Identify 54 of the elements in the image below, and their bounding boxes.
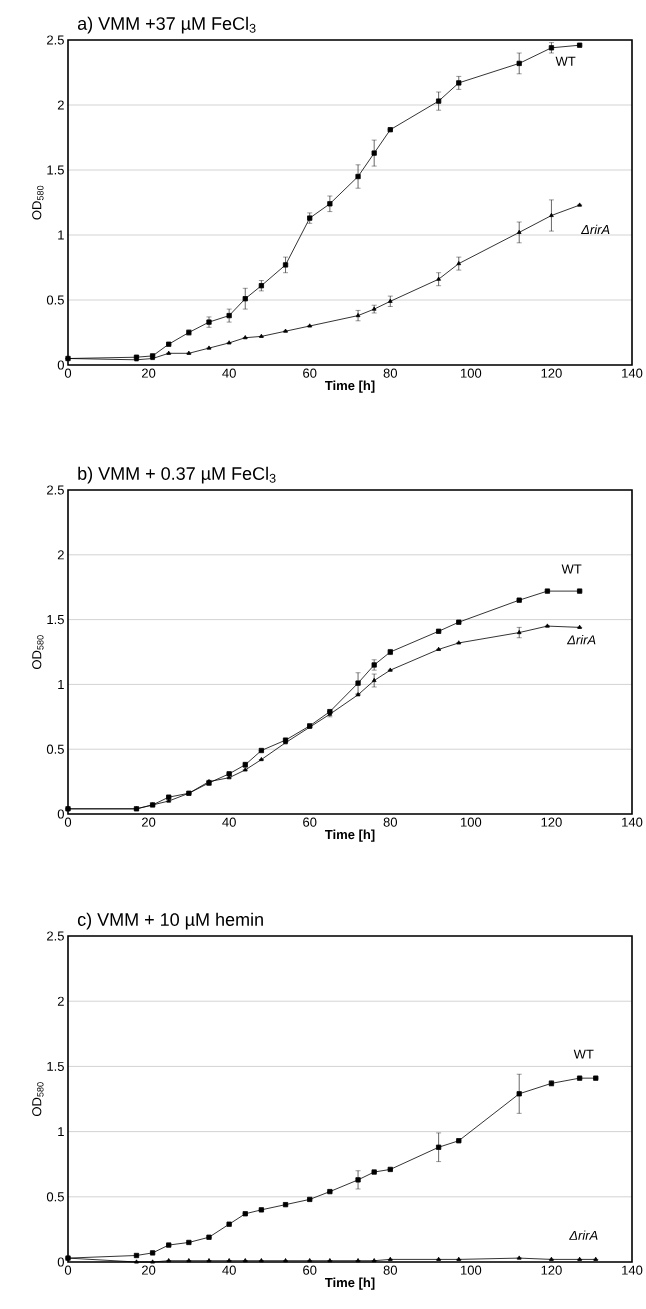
y-tick-label: 2 xyxy=(57,550,64,560)
x-tick-label: 140 xyxy=(622,817,643,827)
x-tick-label: 40 xyxy=(222,817,236,827)
x-tick-label: 40 xyxy=(222,1265,236,1275)
y-tick-label: 1 xyxy=(58,679,64,689)
x-axis-title: Time [h] xyxy=(324,829,375,842)
x-tick-label: 120 xyxy=(541,368,562,378)
y-tick-label: 1.5 xyxy=(47,1061,64,1071)
x-tick-label: 80 xyxy=(383,1265,397,1275)
x-tick-label: 80 xyxy=(383,817,397,827)
x-axis-title: Time [h] xyxy=(324,1277,375,1290)
y-tick-label: 2.5 xyxy=(46,931,64,941)
x-tick-label: 60 xyxy=(303,368,317,378)
y-tick-label: 2.5 xyxy=(46,35,64,45)
y-tick-label: 0 xyxy=(57,1257,64,1267)
x-tick-label: 120 xyxy=(541,1265,562,1275)
x-tick-label: 40 xyxy=(222,368,236,378)
x-tick-label: 120 xyxy=(541,817,562,827)
x-tick-label: 80 xyxy=(383,368,397,378)
x-tick-label: 20 xyxy=(141,1265,156,1275)
y-axis-title: OD$_{580}$ xyxy=(32,185,44,220)
series-label: ΔrirA xyxy=(580,224,610,235)
chart-title: b) VMM + 0.37 µM FeCl$_{3}$ xyxy=(78,466,276,484)
y-tick-label: 0.5 xyxy=(46,1192,64,1202)
y-tick-label: 1.5 xyxy=(47,165,64,175)
chart-title: a) VMM +37 µM FeCl$_{3}$ xyxy=(77,16,256,34)
chart-title: c) VMM + 10 µM hemin xyxy=(77,912,263,930)
y-tick-label: 1 xyxy=(58,1127,64,1137)
y-axis-title: OD$_{580}$ xyxy=(32,635,44,669)
x-tick-label: 100 xyxy=(460,1265,482,1275)
x-tick-label: 20 xyxy=(141,368,156,378)
x-tick-label: 140 xyxy=(622,1265,643,1275)
x-tick-label: 60 xyxy=(303,817,317,827)
x-tick-label: 100 xyxy=(460,817,482,827)
legend-label: WT xyxy=(555,56,576,66)
y-tick-label: 2 xyxy=(57,996,64,1006)
y-tick-label: 0 xyxy=(57,360,64,370)
legend-label: ΔrirA xyxy=(566,634,596,645)
x-tick-label: 60 xyxy=(303,1265,317,1275)
series-label: WT xyxy=(561,564,582,574)
x-tick-label: 140 xyxy=(622,368,643,378)
series-label: WT xyxy=(573,1049,594,1059)
y-tick-label: 2.5 xyxy=(46,485,64,495)
y-tick-label: 0.5 xyxy=(46,744,64,754)
x-tick-label: 100 xyxy=(460,368,482,378)
y-tick-label: 1.5 xyxy=(47,615,64,625)
x-axis-title: Time [h] xyxy=(324,380,375,393)
series-label: ΔrirA xyxy=(568,1230,598,1240)
y-tick-label: 0 xyxy=(57,809,64,819)
y-tick-label: 1 xyxy=(58,230,64,240)
y-tick-label: 2 xyxy=(57,100,64,110)
x-tick-label: 20 xyxy=(141,817,156,827)
y-axis-title: OD$_{580}$ xyxy=(32,1082,44,1116)
y-tick-label: 0.5 xyxy=(46,295,64,305)
